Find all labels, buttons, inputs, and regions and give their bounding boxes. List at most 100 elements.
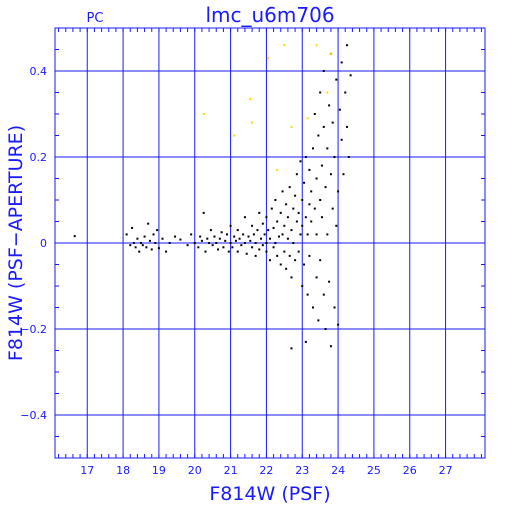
data-point (265, 216, 268, 219)
data-point (154, 242, 157, 244)
data-point (297, 250, 300, 253)
data-point (260, 237, 263, 240)
data-point (269, 237, 271, 240)
data-point (174, 235, 177, 238)
data-point (267, 57, 270, 60)
x-tick-label: 26 (403, 464, 417, 477)
x-tick-labels: 17 18 19 20 21 22 23 24 25 26 27 (80, 464, 452, 477)
data-point (249, 97, 252, 100)
data-point (240, 244, 243, 247)
data-point (236, 229, 239, 232)
data-point (324, 186, 327, 189)
data-point (326, 233, 329, 236)
data-point (202, 113, 205, 115)
data-point (236, 250, 239, 253)
data-point (218, 237, 221, 240)
data-point (328, 104, 331, 107)
data-point (313, 113, 316, 115)
data-point (340, 138, 343, 141)
data-point (129, 244, 132, 247)
data-point (295, 220, 298, 223)
data-point (256, 229, 259, 232)
data-point (274, 242, 277, 244)
data-point (347, 156, 350, 158)
x-tick-label: 19 (152, 464, 166, 477)
data-point (211, 244, 214, 247)
data-point (290, 229, 293, 232)
data-point (193, 242, 196, 244)
data-point (165, 250, 168, 253)
data-point (340, 61, 343, 64)
x-tick-label: 22 (259, 464, 273, 477)
data-point (331, 207, 334, 210)
data-point (313, 207, 316, 210)
data-point (243, 216, 246, 219)
data-point (342, 173, 345, 176)
y-axis-label: F814W (PSF−APERTURE) (5, 125, 27, 361)
data-point (335, 224, 338, 227)
data-point (276, 168, 279, 171)
data-point (281, 233, 284, 236)
data-point (335, 78, 338, 81)
data-point (229, 224, 232, 227)
data-point (320, 164, 323, 167)
data-point (229, 242, 232, 244)
data-point (156, 229, 159, 232)
data-point (326, 91, 329, 94)
data-point (301, 224, 304, 227)
data-point (226, 233, 228, 236)
data-point (209, 229, 212, 232)
x-tick-label: 21 (224, 464, 238, 477)
data-point (304, 156, 307, 158)
data-point (217, 248, 220, 251)
y-tick-labels: −0.4 −0.2 0 0.2 0.4 (20, 65, 47, 422)
y-tick-label: 0.4 (30, 65, 48, 78)
data-point (338, 108, 341, 111)
x-tick-label: 25 (367, 464, 381, 477)
data-point (238, 237, 241, 240)
data-point (324, 328, 327, 330)
data-points (73, 44, 352, 350)
data-point (294, 259, 297, 262)
plot-frame (54, 27, 486, 459)
data-point (197, 246, 200, 249)
data-point (252, 233, 255, 236)
data-point (344, 91, 347, 94)
data-point (312, 147, 314, 150)
data-point (224, 239, 227, 242)
data-point (267, 229, 270, 232)
data-point (202, 211, 205, 214)
data-point (319, 91, 322, 94)
data-point (308, 203, 311, 206)
data-point (294, 194, 297, 197)
data-point (346, 125, 349, 128)
data-point (283, 250, 286, 253)
data-point (179, 238, 182, 241)
data-point (204, 250, 207, 253)
data-point (349, 74, 352, 77)
data-point (312, 306, 314, 309)
data-point (254, 242, 257, 244)
data-point (290, 276, 293, 279)
data-point (141, 244, 144, 247)
chart-title: lmc_u6m706 (205, 3, 334, 27)
data-point (200, 239, 203, 242)
data-point (290, 125, 293, 128)
data-point (274, 199, 277, 201)
data-point (315, 233, 318, 236)
data-point (317, 134, 320, 137)
data-point (304, 340, 307, 343)
data-point (286, 237, 289, 240)
data-point (317, 319, 320, 322)
data-point (247, 235, 250, 238)
data-point (337, 190, 340, 193)
data-point (288, 186, 291, 189)
x-tick-label: 23 (295, 464, 309, 477)
data-point (290, 347, 293, 350)
x-tick-label: 24 (331, 464, 345, 477)
data-point (326, 147, 329, 150)
data-point (329, 52, 332, 55)
data-point (215, 242, 218, 244)
data-point (297, 211, 300, 214)
data-point (148, 239, 151, 242)
